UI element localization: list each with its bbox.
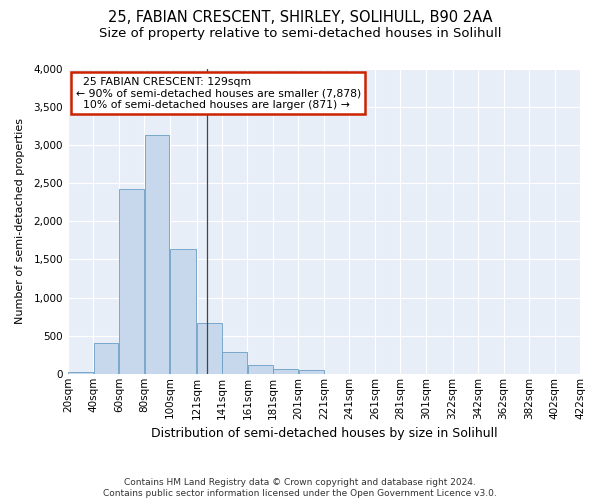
Bar bbox=[94, 344, 118, 374]
Bar bbox=[248, 365, 272, 374]
Bar bbox=[223, 352, 247, 374]
Bar bbox=[299, 370, 323, 374]
Bar bbox=[274, 369, 298, 374]
Bar bbox=[197, 322, 221, 374]
Text: Size of property relative to semi-detached houses in Solihull: Size of property relative to semi-detach… bbox=[99, 28, 501, 40]
Y-axis label: Number of semi-detached properties: Number of semi-detached properties bbox=[15, 118, 25, 324]
Bar bbox=[68, 372, 93, 374]
Text: Contains HM Land Registry data © Crown copyright and database right 2024.
Contai: Contains HM Land Registry data © Crown c… bbox=[103, 478, 497, 498]
Bar bbox=[170, 249, 196, 374]
Text: 25 FABIAN CRESCENT: 129sqm
← 90% of semi-detached houses are smaller (7,878)
  1: 25 FABIAN CRESCENT: 129sqm ← 90% of semi… bbox=[76, 76, 361, 110]
X-axis label: Distribution of semi-detached houses by size in Solihull: Distribution of semi-detached houses by … bbox=[151, 427, 497, 440]
Bar bbox=[119, 188, 144, 374]
Text: 25, FABIAN CRESCENT, SHIRLEY, SOLIHULL, B90 2AA: 25, FABIAN CRESCENT, SHIRLEY, SOLIHULL, … bbox=[108, 10, 492, 25]
Bar bbox=[145, 134, 169, 374]
